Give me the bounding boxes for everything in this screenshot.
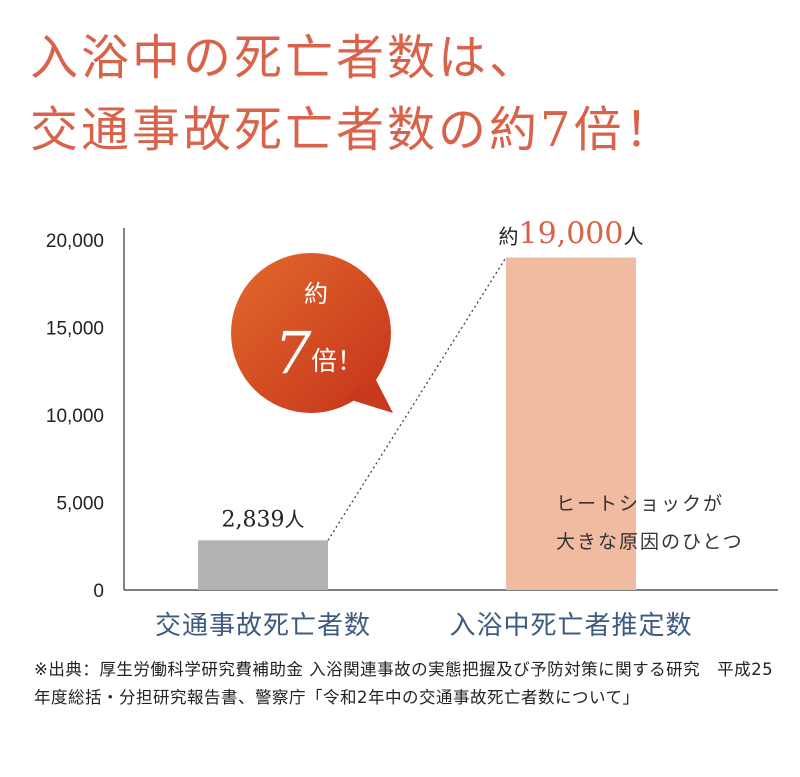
category-label: 入浴中死亡者推定数: [449, 611, 692, 641]
badge-circle: [231, 253, 391, 413]
ratio-badge: 約 7 倍！: [231, 253, 393, 413]
badge-prefix: 約: [304, 280, 328, 308]
headline-line-1: 入浴中の死亡者数は、: [30, 30, 541, 86]
badge-tail: [345, 378, 393, 413]
headline-line-2: 交通事故死亡者数の約7倍！: [30, 102, 676, 158]
value-label: 2,839人: [222, 507, 305, 532]
bar: [506, 257, 636, 590]
annotation-line-2: 大きな原因のひとつ: [556, 531, 744, 553]
value-label: 約19,000人: [499, 217, 644, 252]
bar: [198, 540, 328, 590]
y-tick-label: 0: [93, 581, 104, 602]
y-tick-label: 5,000: [56, 494, 104, 515]
y-tick-label: 10,000: [46, 406, 104, 427]
headline: 入浴中の死亡者数は、 交通事故死亡者数の約7倍！: [30, 22, 780, 166]
badge-number: 7: [275, 319, 312, 387]
category-label: 交通事故死亡者数: [155, 611, 371, 641]
connector-line: [327, 257, 507, 541]
y-tick-label: 20,000: [46, 231, 104, 252]
badge-suffix: 倍！: [311, 347, 363, 377]
bar-chart: 0 5,000 10,000 15,000 20,000 交通事故死亡者数 2,839人入…: [46, 217, 778, 641]
annotation-line-1: ヒートショックが: [556, 493, 724, 515]
y-tick-label: 15,000: [46, 319, 104, 340]
source-footnote: ※出典：厚生労働科学研究費補助金 入浴関連事故の実態把握及び予防対策に関する研究…: [34, 660, 774, 707]
